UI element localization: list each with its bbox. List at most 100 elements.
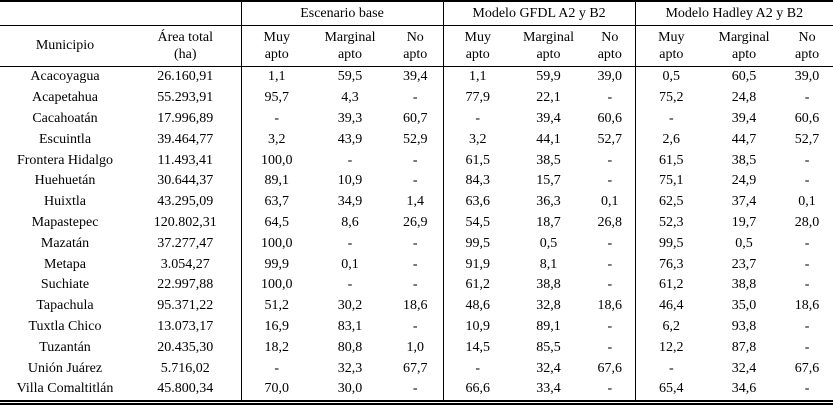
value-cell-hadley-no: - xyxy=(804,277,810,293)
table-row: Metapa 3.054,27 99,9 0,1 - 91,9 8,1 - 76… xyxy=(0,254,833,275)
table-row: Huixtla 43.295,09 63,7 34,9 1,4 63,6 36,… xyxy=(0,191,833,213)
value-cell-base-muy: 18,2 xyxy=(240,337,312,359)
table-row: Huehuetán 30.644,37 89,1 10,9 - 84,3 15,… xyxy=(0,170,833,192)
value-cell-hadley-muy: - xyxy=(634,108,708,130)
value-cell-base-no: 52,9 xyxy=(403,131,428,147)
value-cell-base-muy: 89,1 xyxy=(240,170,312,192)
area-cell: 39.464,77 xyxy=(157,131,214,147)
header-municipio: Municipio xyxy=(0,25,130,67)
value-cell-gfdl-muy: 14,5 xyxy=(442,337,513,359)
municipio-cell: Tapachula xyxy=(36,298,94,314)
header-area-line2: (ha) xyxy=(173,47,197,62)
value-cell-base-no: 26,9 xyxy=(403,214,428,230)
value-cell-hadley-marginal: 38,8 xyxy=(731,277,757,293)
value-cell-hadley-no: 28,0 xyxy=(794,214,820,230)
value-cell-hadley-muy: 75,1 xyxy=(634,170,708,192)
value-cell-gfdl-muy: - xyxy=(442,108,513,130)
value-cell-hadley-marginal: 39,4 xyxy=(731,110,757,126)
value-cell-gfdl-marginal: 15,7 xyxy=(536,173,561,189)
value-cell-hadley-muy: 61,2 xyxy=(634,274,708,296)
area-cell: 17.996,89 xyxy=(157,110,214,126)
value-cell-hadley-no: - xyxy=(804,381,810,397)
value-cell-gfdl-no: 26,8 xyxy=(597,214,623,230)
value-cell-hadley-marginal: 87,8 xyxy=(731,339,757,355)
header-line: No xyxy=(406,29,424,45)
municipio-cell: Mazatán xyxy=(40,235,90,251)
value-cell-gfdl-no: - xyxy=(607,339,613,355)
value-cell-base-no: 60,7 xyxy=(403,110,428,126)
value-cell-gfdl-marginal: 32,4 xyxy=(536,360,561,376)
value-cell-base-no: - xyxy=(412,173,418,189)
value-cell-hadley-no: - xyxy=(804,256,810,272)
value-cell-gfdl-marginal: 32,8 xyxy=(536,298,561,314)
value-cell-hadley-no: - xyxy=(804,235,810,251)
value-cell-gfdl-no: 67,6 xyxy=(597,360,623,376)
area-cell: 37.277,47 xyxy=(157,235,214,251)
value-cell-gfdl-muy: - xyxy=(442,358,513,379)
sub-header-row: Municipio Área total (ha) Muy apto Margi… xyxy=(0,25,833,67)
municipio-cell: Huehuetán xyxy=(34,173,96,189)
value-cell-base-marginal: - xyxy=(347,235,353,251)
value-cell-base-no: 67,7 xyxy=(403,360,428,376)
area-cell: 11.493,41 xyxy=(157,152,213,168)
value-cell-hadley-no: 0,1 xyxy=(798,194,816,210)
municipio-cell: Mapastepec xyxy=(31,214,99,230)
municipio-cell: Huixtla xyxy=(44,194,86,210)
value-cell-hadley-no: - xyxy=(804,90,810,106)
municipio-cell: Suchiate xyxy=(40,277,90,293)
header-line: apto xyxy=(465,47,490,62)
table-row: Tuxtla Chico 13.073,17 16,9 83,1 - 10,9 … xyxy=(0,316,833,338)
table-row: Unión Juárez 5.716,02 - 32,3 67,7 - 32,4… xyxy=(0,358,833,379)
empty-corner-cell xyxy=(0,1,241,26)
header-line: Marginal xyxy=(718,29,770,45)
table-row: Villa Comaltitlán 45.800,34 70,0 30,0 - … xyxy=(0,378,833,403)
value-cell-base-muy: 16,9 xyxy=(240,316,312,338)
area-cell: 3.054,27 xyxy=(160,256,210,272)
value-cell-hadley-marginal: 38,5 xyxy=(731,152,757,168)
value-cell-base-muy: 100,0 xyxy=(240,274,312,296)
value-cell-base-no: 1,0 xyxy=(406,339,425,355)
value-cell-base-muy: 64,5 xyxy=(240,212,312,234)
value-cell-hadley-no: 39,0 xyxy=(794,69,820,85)
value-cell-hadley-marginal: 23,7 xyxy=(731,256,757,272)
municipio-cell: Frontera Hidalgo xyxy=(16,152,114,168)
value-cell-hadley-no: 60,6 xyxy=(794,110,820,126)
header-hadley-marginal-apto: Marginal apto xyxy=(707,25,782,67)
header-gfdl-marginal-apto: Marginal apto xyxy=(512,25,586,67)
municipio-cell: Acacoyagua xyxy=(30,69,100,85)
value-cell-hadley-muy: 99,5 xyxy=(634,233,708,255)
table-row: Mapastepec 120.802,31 64,5 8,6 26,9 54,5… xyxy=(0,212,833,234)
value-cell-gfdl-marginal: 0,5 xyxy=(539,235,558,251)
header-base-no-apto: No apto xyxy=(388,25,444,67)
value-cell-base-marginal: 4,3 xyxy=(341,90,359,106)
value-cell-hadley-muy: 62,5 xyxy=(634,191,708,213)
value-cell-gfdl-muy: 61,2 xyxy=(442,274,513,296)
value-cell-hadley-muy: 0,5 xyxy=(634,66,708,88)
value-cell-gfdl-no: 60,6 xyxy=(597,110,623,126)
area-cell: 55.293,91 xyxy=(157,90,214,106)
municipio-cell: Villa Comaltitlán xyxy=(16,381,114,397)
value-cell-base-no: - xyxy=(412,381,418,397)
header-base-muy-apto: Muy apto xyxy=(240,25,312,67)
value-cell-base-marginal: 59,5 xyxy=(337,69,363,85)
header-line: Muy xyxy=(464,29,491,45)
value-cell-hadley-marginal: 35,0 xyxy=(731,298,757,314)
value-cell-gfdl-no: - xyxy=(607,277,613,293)
value-cell-hadley-no: - xyxy=(804,318,810,334)
header-hadley-no-apto: No apto xyxy=(781,25,833,67)
area-cell: 120.802,31 xyxy=(153,214,217,230)
header-line: Marginal xyxy=(324,29,376,45)
value-cell-base-muy: 51,2 xyxy=(240,295,312,317)
value-cell-base-marginal: 30,0 xyxy=(337,381,363,397)
value-cell-base-muy: 3,2 xyxy=(240,129,312,151)
area-cell: 43.295,09 xyxy=(157,194,214,210)
value-cell-base-muy: 99,9 xyxy=(240,254,312,275)
municipio-cell: Unión Juárez xyxy=(27,360,103,376)
value-cell-gfdl-muy: 84,3 xyxy=(442,170,513,192)
header-area-line1: Área total xyxy=(157,29,214,45)
value-cell-hadley-no: 18,6 xyxy=(794,298,820,314)
value-cell-base-marginal: - xyxy=(347,152,353,168)
value-cell-base-muy: 1,1 xyxy=(240,66,312,88)
area-cell: 13.073,17 xyxy=(157,318,214,334)
value-cell-hadley-muy: 2,6 xyxy=(634,129,708,151)
